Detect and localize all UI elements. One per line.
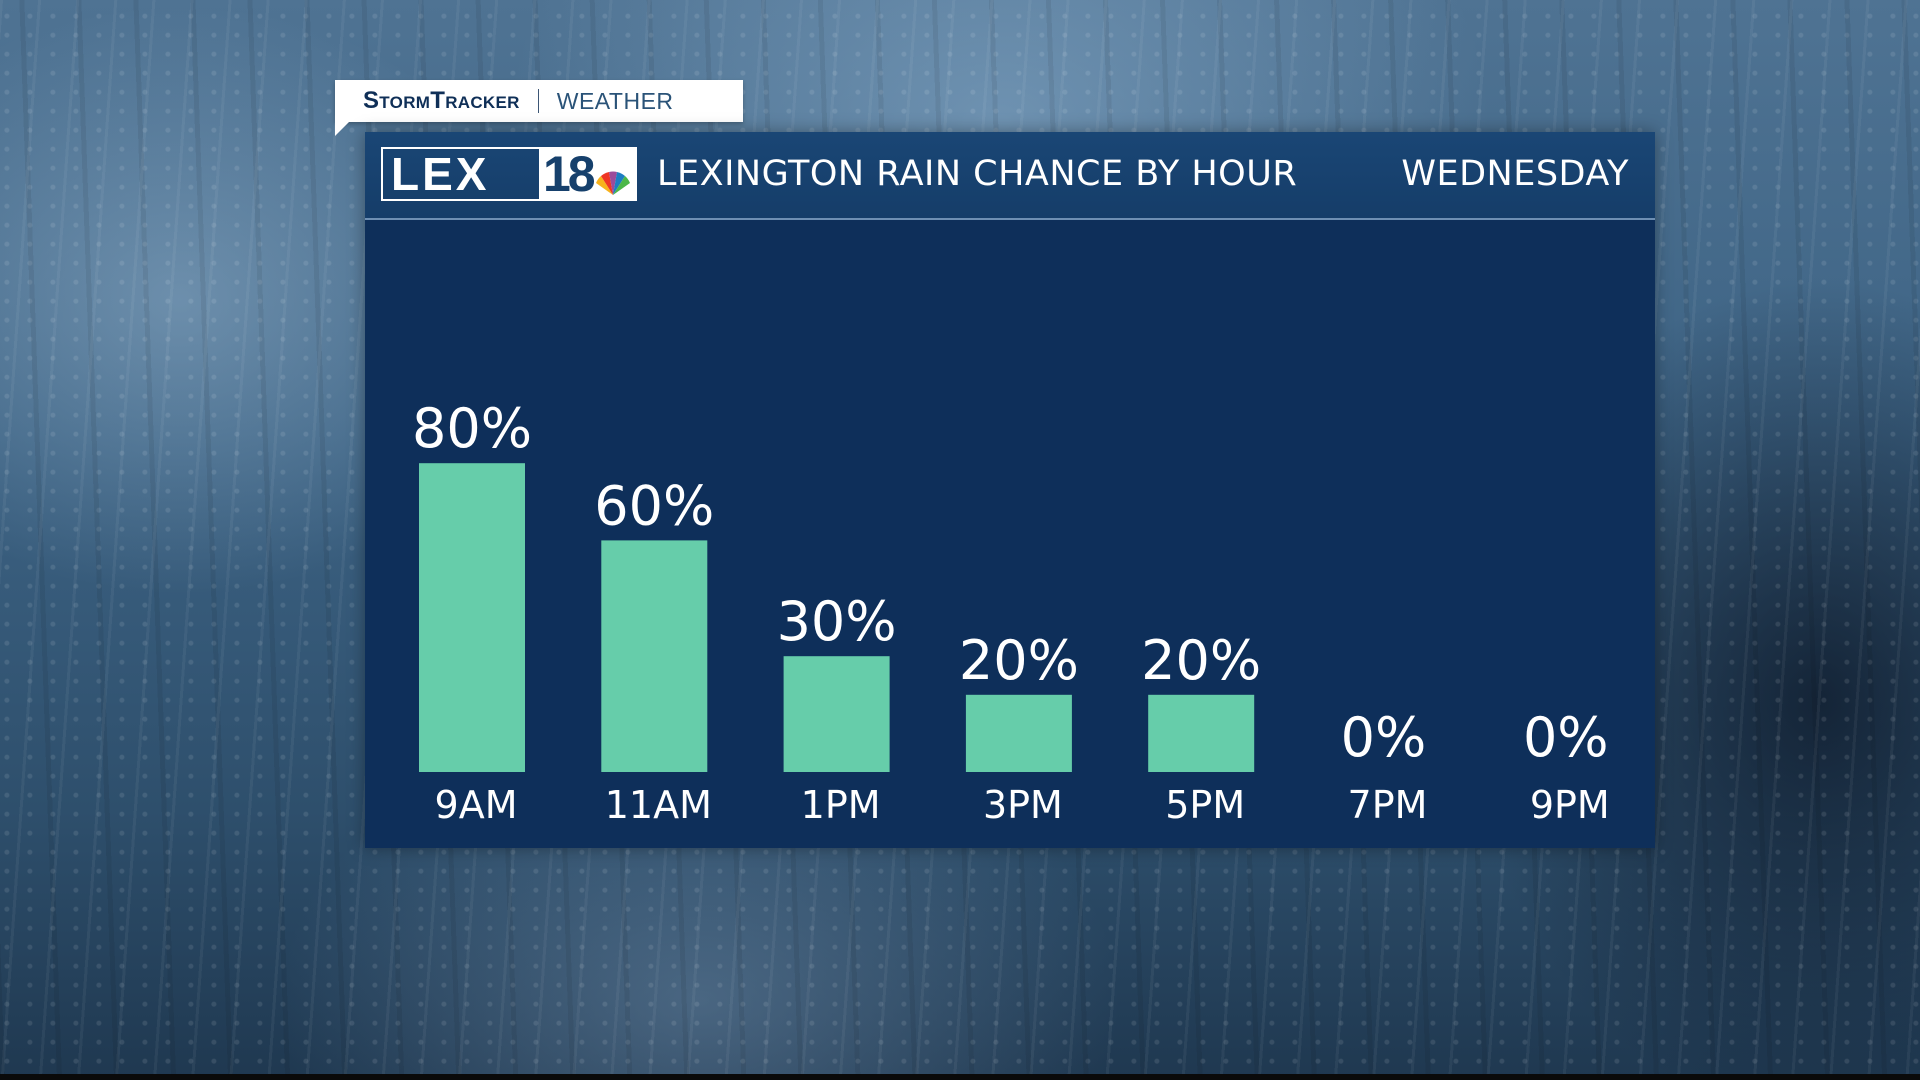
station-logo-number: 18 (543, 146, 596, 202)
bar-chart: 80% 9AM 60% 11AM 30% 1PM 20% 3PM 20% 5PM 0% 7PM 0% 9P… (412, 397, 1610, 827)
bar-11am (601, 540, 708, 772)
section-label: WEATHER (556, 87, 674, 114)
category-label: 11AM (605, 783, 712, 827)
category-label: 7PM (1348, 783, 1428, 827)
value-label: 20% (959, 629, 1079, 692)
bottom-edge (0, 1074, 1920, 1080)
value-label: 20% (1141, 629, 1261, 692)
bar-3pm (965, 694, 1072, 772)
value-label: 0% (1341, 706, 1427, 769)
station-logo: LEX 18 (381, 147, 637, 201)
brand-name: StormTracker (363, 87, 520, 114)
bar-5pm (1148, 694, 1255, 772)
brand-divider (537, 89, 539, 113)
value-label: 80% (412, 397, 532, 460)
value-label: 30% (777, 590, 897, 653)
chart-header: LEX 18 LEXINGTON RAIN CHANCE BY HOUR WED… (365, 132, 1655, 220)
value-label: 60% (594, 474, 714, 537)
category-label: 3PM (983, 783, 1063, 827)
station-logo-number-block: 18 (539, 149, 635, 199)
chart-title: LEXINGTON RAIN CHANCE BY HOUR (657, 154, 1298, 194)
category-label: 9AM (435, 783, 518, 827)
peacock-icon (596, 171, 630, 195)
stormtracker-tab: StormTracker WEATHER (335, 80, 743, 136)
station-logo-letters: LEX (391, 148, 490, 200)
value-label: 0% (1523, 706, 1609, 769)
chart-panel: LEX 18 LEXINGTON RAIN CHANCE BY HOUR WED… (365, 132, 1655, 848)
bar-9am (419, 463, 525, 772)
chart-day: WEDNESDAY (1401, 154, 1629, 194)
bar-1pm (783, 656, 890, 772)
category-label: 5PM (1165, 783, 1245, 827)
category-label: 9PM (1530, 783, 1610, 827)
category-label: 1PM (801, 783, 881, 827)
